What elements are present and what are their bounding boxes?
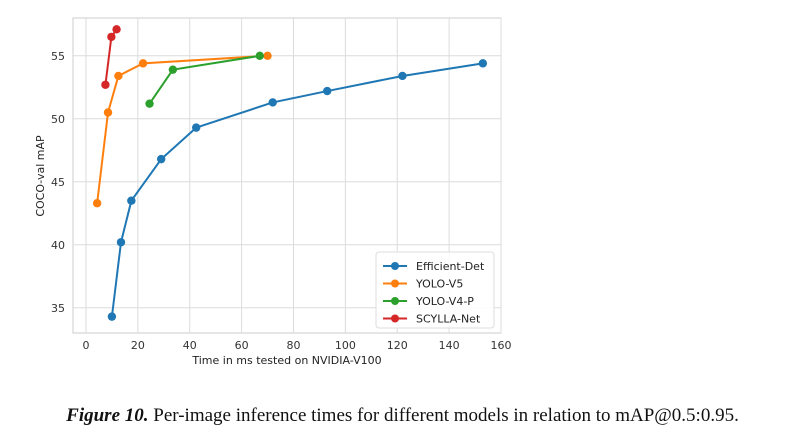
data-point [145,99,154,108]
x-tick-label: 80 [286,339,300,352]
x-tick-label: 160 [491,339,512,352]
x-tick-label: 140 [439,339,460,352]
legend-label: YOLO-V4-P [415,295,474,308]
x-axis-label: Time in ms tested on NVIDIA-V100 [191,354,381,367]
data-point [478,59,488,68]
figure-caption: Figure 10. Per-image inference times for… [0,405,805,427]
x-tick-label: 100 [335,339,356,352]
x-tick-label: 20 [131,339,145,352]
series [92,25,488,321]
data-point [114,71,123,81]
legend-label: YOLO-V5 [415,278,463,291]
legend: Efficient-Det YOLO-V5 YOLO-V4-P SCYLLA-Net [375,251,495,329]
data-point [263,51,272,60]
data-point [268,98,277,107]
tick-labels: 0 20 40 60 80 100 120 140 160 35 40 45 50 55 [51,50,512,352]
series-group [92,51,272,208]
legend-swatch-marker [391,314,399,323]
series-group [101,25,121,89]
y-tick-label: 50 [51,113,65,126]
data-point [255,51,264,60]
legend-swatch-marker [391,262,399,270]
y-tick-label: 35 [51,302,65,315]
legend-label: Efficient-Det [416,260,485,273]
series-group [145,51,264,108]
figure-caption-text: Per-image inference times for different … [148,405,739,426]
data-point [398,71,407,81]
legend-swatch-marker [391,297,399,305]
legend-label: SCYLLA-Net [416,313,481,326]
chart: 0 20 40 60 80 100 120 140 160 35 40 45 50 55 Time in … [34,17,512,367]
data-point [103,108,113,117]
x-tick-label: 40 [183,339,197,352]
data-point [92,199,102,208]
data-point [116,238,126,247]
series-group [107,59,488,321]
data-point [127,196,136,205]
figure-caption-label: Figure 10. [66,405,149,426]
data-point [112,25,121,34]
data-point [156,154,166,164]
x-tick-label: 0 [82,339,89,352]
x-tick-label: 60 [235,339,249,352]
y-tick-label: 55 [51,50,65,63]
data-point [168,65,178,74]
data-point [138,59,148,68]
x-tick-label: 120 [387,339,408,352]
data-point [107,312,117,321]
legend-box [375,251,495,329]
data-point [107,32,116,42]
data-point [323,86,332,96]
y-tick-label: 40 [51,239,65,252]
y-tick-label: 45 [51,176,65,189]
data-point [101,80,110,89]
legend-swatch-marker [391,279,399,288]
y-axis-label: COCO-val mAP [34,135,47,217]
data-point [192,123,201,132]
